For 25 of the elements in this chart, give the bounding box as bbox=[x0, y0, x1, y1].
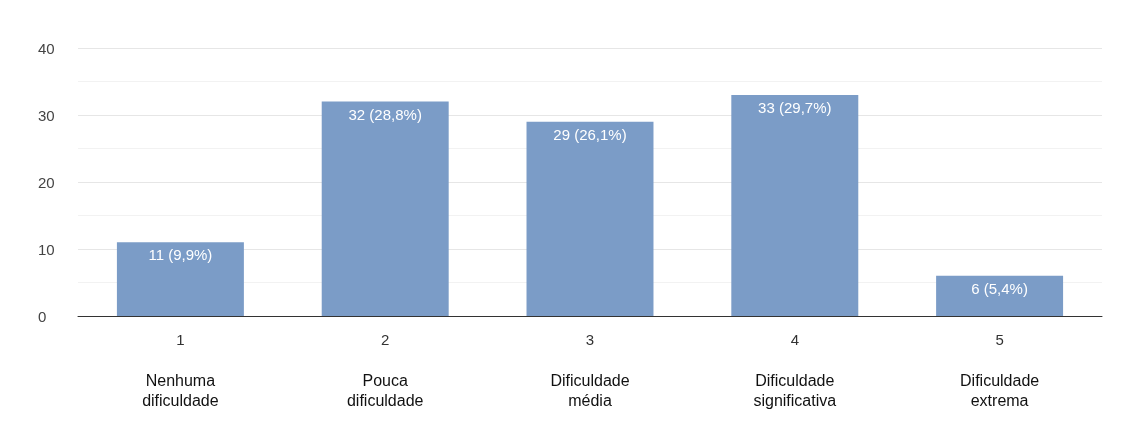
data-label: 11 (9,9%) bbox=[148, 246, 213, 264]
bar bbox=[526, 121, 654, 316]
y-tick-label: 20 bbox=[38, 173, 55, 191]
x-tick-label: 5 bbox=[995, 331, 1004, 348]
bar bbox=[731, 94, 859, 316]
y-tick-label: 40 bbox=[38, 39, 55, 57]
bar bbox=[321, 101, 449, 316]
text: Nenhuma dificuldade bbox=[142, 371, 219, 409]
y-tick-label: 0 bbox=[38, 307, 47, 325]
text: Dificuldade média bbox=[550, 371, 630, 409]
x-tick-label: 2 bbox=[381, 331, 390, 348]
data-label: 6 (5,4%) bbox=[971, 279, 1028, 297]
data-label: 29 (26,1%) bbox=[553, 125, 627, 143]
data-label: 32 (28,8%) bbox=[348, 105, 422, 123]
x-tick-label: 1 bbox=[176, 331, 185, 348]
bar bbox=[936, 275, 1064, 316]
text: Dificuldade extrema bbox=[960, 371, 1040, 409]
y-tick-label: 10 bbox=[38, 240, 55, 258]
bar bbox=[116, 242, 244, 316]
data-label: 33 (29,7%) bbox=[758, 98, 832, 116]
text: Pouca dificuldade bbox=[346, 371, 424, 409]
y-tick-label: 30 bbox=[38, 106, 55, 124]
x-tick-label: 4 bbox=[790, 331, 799, 348]
text: Dificuldade significativa bbox=[753, 371, 837, 409]
x-tick-label: 3 bbox=[585, 331, 595, 348]
